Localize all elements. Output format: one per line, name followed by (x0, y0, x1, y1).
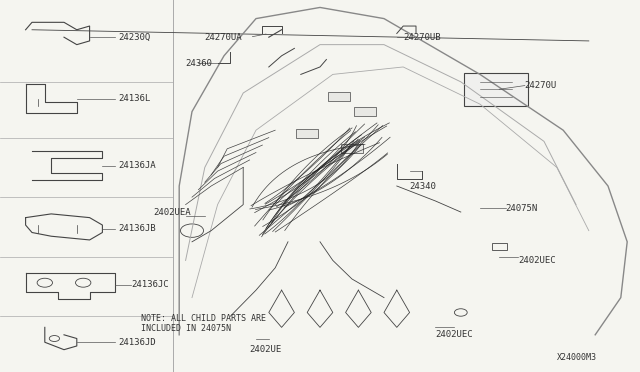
Text: 2402UEC: 2402UEC (435, 330, 473, 339)
Text: 24270UB: 24270UB (403, 33, 441, 42)
FancyBboxPatch shape (464, 73, 528, 106)
Text: 2402UEC: 2402UEC (518, 256, 556, 265)
Text: 24075N: 24075N (506, 204, 538, 213)
FancyBboxPatch shape (296, 129, 318, 138)
FancyBboxPatch shape (354, 107, 376, 116)
Text: 24230Q: 24230Q (118, 33, 150, 42)
Text: X24000M3: X24000M3 (557, 353, 596, 362)
Text: 24340: 24340 (410, 182, 436, 190)
Text: 24136L: 24136L (118, 94, 150, 103)
Text: 2402UEA: 2402UEA (154, 208, 191, 217)
Text: 24360: 24360 (186, 59, 212, 68)
Text: 24136JA: 24136JA (118, 161, 156, 170)
FancyBboxPatch shape (328, 92, 350, 101)
FancyBboxPatch shape (341, 144, 363, 153)
Text: 24136JB: 24136JB (118, 224, 156, 233)
Text: 24270U: 24270U (525, 81, 557, 90)
Text: 24136JC: 24136JC (131, 280, 169, 289)
Text: 24270UA: 24270UA (205, 33, 243, 42)
Text: 2402UE: 2402UE (250, 345, 282, 354)
Text: 24136JD: 24136JD (118, 338, 156, 347)
Text: NOTE: ALL CHILD PARTS ARE
INCLUDED IN 24075N: NOTE: ALL CHILD PARTS ARE INCLUDED IN 24… (141, 314, 266, 333)
